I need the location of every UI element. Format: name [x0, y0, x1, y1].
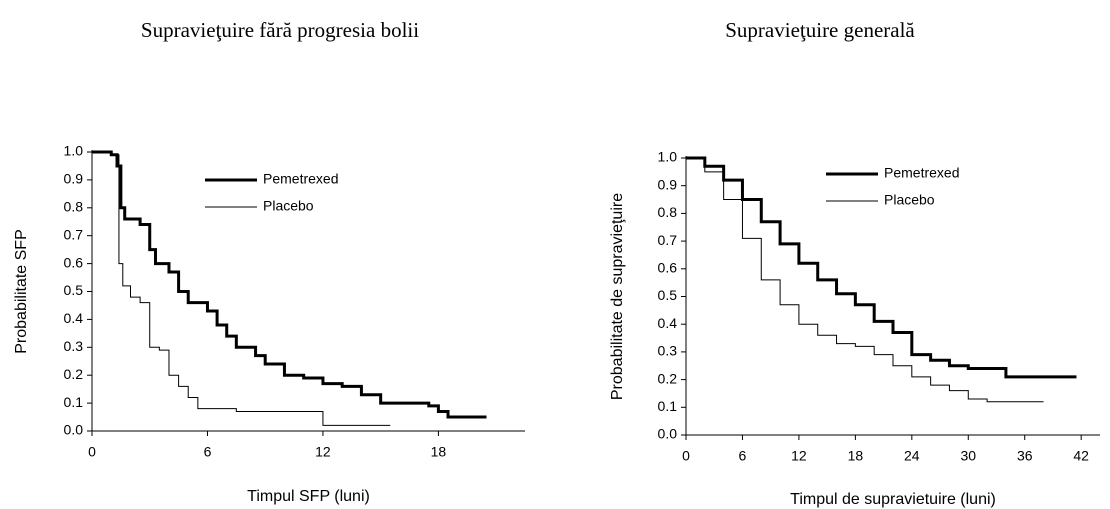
x-axis-label: Timpul de supravietuire (luni)	[790, 491, 996, 508]
legend-label: Placebo	[263, 198, 314, 214]
x-tick-label: 42	[1073, 448, 1089, 464]
x-tick-label: 6	[204, 444, 212, 460]
x-tick-label: 0	[88, 444, 96, 460]
chart-title: Supravieţuire fără progresia bolii	[141, 18, 419, 42]
x-tick-label: 36	[1017, 448, 1033, 464]
y-axis-label: Probabilitate de supravieţuire	[609, 193, 626, 400]
y-tick-label: 0.2	[64, 366, 84, 382]
legend-label: Pemetrexed	[263, 171, 338, 187]
y-tick-label: 0.3	[64, 338, 84, 354]
x-tick-label: 18	[431, 444, 447, 460]
x-tick-label: 12	[315, 444, 331, 460]
y-tick-label: 0.6	[64, 254, 84, 270]
y-tick-label: 0.7	[64, 226, 84, 242]
y-tick-label: 0.7	[658, 232, 678, 248]
x-tick-label: 30	[960, 448, 976, 464]
y-tick-label: 0.0	[64, 422, 84, 438]
y-tick-label: 0.2	[658, 370, 678, 386]
x-tick-label: 6	[739, 448, 747, 464]
survival-curve	[686, 157, 1044, 403]
x-axis-label: Timpul SFP (luni)	[247, 488, 370, 505]
y-axis-label: Probabilitate SFP	[13, 229, 30, 354]
y-tick-label: 0.8	[64, 199, 84, 215]
y-tick-label: 0.1	[658, 398, 678, 414]
y-tick-label: 0.8	[658, 204, 678, 220]
x-tick-label: 12	[791, 448, 807, 464]
y-tick-label: 0.4	[658, 315, 678, 331]
y-tick-label: 0.9	[658, 176, 678, 192]
survival-curve	[92, 151, 391, 426]
y-tick-label: 0.1	[64, 394, 84, 410]
x-tick-label: 0	[682, 448, 690, 464]
legend-label: Pemetrexed	[884, 165, 959, 181]
y-tick-label: 0.4	[64, 310, 84, 326]
chart-title: Supravieţuire generală	[725, 18, 915, 42]
y-tick-label: 1.0	[658, 149, 678, 165]
x-tick-label: 24	[904, 448, 920, 464]
x-tick-label: 18	[848, 448, 864, 464]
y-tick-label: 0.9	[64, 171, 84, 187]
y-tick-label: 0.5	[64, 282, 84, 298]
y-tick-label: 0.5	[658, 287, 678, 303]
survival-curve	[92, 150, 487, 419]
y-tick-label: 1.0	[64, 143, 84, 159]
survival-curve	[686, 156, 1077, 379]
y-tick-label: 0.6	[658, 260, 678, 276]
y-tick-label: 0.3	[658, 343, 678, 359]
legend-label: Placebo	[884, 192, 935, 208]
y-tick-label: 0.0	[658, 426, 678, 442]
